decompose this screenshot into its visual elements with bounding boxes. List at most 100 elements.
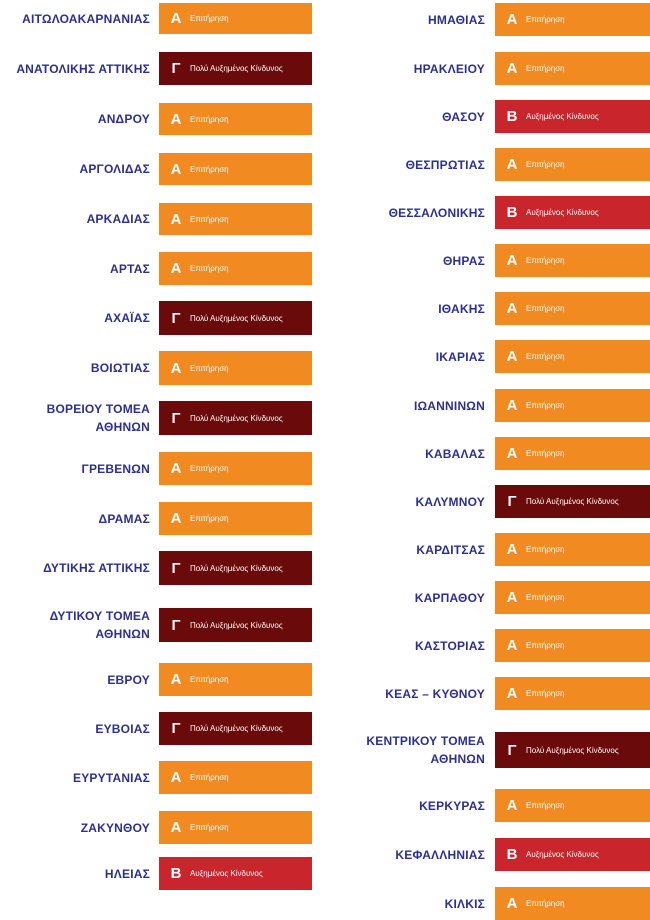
risk-level-badge: Α Επιτήρηση [159, 203, 312, 235]
region-row: ΑΙΤΩΛΟΑΚΑΡΝΑΝΙΑΣ Α Επιτήρηση [0, 3, 315, 34]
risk-level-badge: Α Επιτήρηση [495, 292, 650, 325]
region-row: ΚΙΛΚΙΣ Α Επιτήρηση [325, 887, 650, 920]
risk-level-label: Επιτήρηση [526, 593, 565, 602]
risk-level-letter: Α [506, 60, 518, 77]
risk-level-label: Επιτήρηση [526, 545, 565, 554]
risk-level-label: Πολύ Αυξημένος Κίνδυνος [526, 497, 619, 506]
risk-level-letter: Α [170, 769, 182, 786]
risk-level-label: Αυξημένος Κίνδυνος [526, 112, 599, 121]
risk-level-letter: Γ [171, 409, 181, 427]
risk-level-badge: Α Επιτήρηση [159, 252, 312, 285]
region-name: ΑΧΑΪΑΣ [104, 311, 150, 325]
risk-level-label: Πολύ Αυξημένος Κίνδυνος [190, 313, 283, 323]
region-row: ΑΡΤΑΣ Α Επιτήρηση [0, 252, 315, 285]
region-name: ΓΡΕΒΕΝΩΝ [81, 461, 150, 476]
risk-level-label: Επιτήρηση [526, 449, 565, 458]
risk-level-badge: Α Επιτήρηση [495, 629, 650, 662]
risk-level-letter: Α [170, 160, 182, 178]
risk-level-label: Επιτήρηση [526, 64, 565, 73]
risk-level-label: Επιτήρηση [190, 114, 229, 124]
region-name: ΖΑΚΥΝΘΟΥ [80, 820, 150, 835]
risk-level-badge: Β Αυξημένος Κίνδυνος [159, 857, 312, 890]
risk-level-label: Επιτήρηση [526, 304, 565, 313]
region-name: ΚΕΝΤΡΙΚΟΥ ΤΟΜΕΑ ΑΘΗΝΩΝ [366, 734, 485, 766]
risk-level-letter: Β [506, 846, 518, 863]
risk-level-letter: Α [170, 210, 182, 228]
risk-level-label: Επιτήρηση [190, 214, 229, 224]
region-name: ΔΡΑΜΑΣ [98, 511, 150, 526]
risk-level-label: Επιτήρηση [526, 352, 565, 361]
region-name: ΙΩΑΝΝΙΝΩΝ [413, 398, 485, 413]
risk-level-letter: Α [170, 819, 182, 836]
region-row: ΙΩΑΝΝΙΝΩΝ Α Επιτήρηση [325, 389, 650, 422]
region-name: ΗΛΕΙΑΣ [104, 866, 150, 881]
region-row: ΕΥΒΟΙΑΣ Γ Πολύ Αυξημένος Κίνδυνος [0, 712, 315, 745]
region-row: ΕΒΡΟΥ Α Επιτήρηση [0, 663, 315, 696]
region-name: ΕΥΒΟΙΑΣ [95, 721, 150, 736]
region-name: ΑΡΚΑΔΙΑΣ [86, 212, 150, 226]
region-name: ΚΑΡΠΑΘΟΥ [414, 590, 485, 605]
risk-level-letter: Α [170, 260, 182, 277]
region-name: ΚΕΑΣ – ΚΥΘΝΟΥ [385, 686, 485, 701]
region-row: ΘΕΣΣΑΛΟΝΙΚΗΣ Β Αυξημένος Κίνδυνος [325, 196, 650, 229]
risk-level-label: Επιτήρηση [190, 164, 229, 174]
risk-level-label: Επιτήρηση [190, 14, 229, 23]
risk-level-badge: Α Επιτήρηση [159, 3, 312, 34]
region-row: ΒΟΡΕΙΟΥ ΤΟΜΕΑ ΑΘΗΝΩΝ Γ Πολύ Αυξημένος Κίνδ… [0, 401, 315, 435]
region-row: ΗΜΑΘΙΑΣ Α Επιτήρηση [325, 3, 650, 36]
region-name: ΘΕΣΠΡΩΤΙΑΣ [405, 157, 485, 172]
region-name: ΚΑΡΔΙΤΣΑΣ [416, 542, 485, 557]
risk-level-badge: Α Επιτήρηση [159, 351, 312, 385]
risk-level-label: Επιτήρηση [526, 256, 565, 265]
risk-level-badge: Γ Πολύ Αυξημένος Κίνδυνος [159, 401, 312, 435]
risk-level-badge: Α Επιτήρηση [495, 677, 650, 710]
risk-level-label: Αυξημένος Κίνδυνος [526, 850, 599, 859]
risk-level-letter: Γ [507, 741, 517, 759]
risk-level-letter: Α [506, 397, 518, 414]
region-name: ΑΝΑΤΟΛΙΚΗΣ ΑΤΤΙΚΗΣ [16, 61, 150, 76]
risk-level-letter: Α [506, 300, 518, 317]
region-row: ΘΕΣΠΡΩΤΙΑΣ Α Επιτήρηση [325, 148, 650, 181]
risk-level-letter: Α [170, 10, 182, 27]
risk-level-label: Επιτήρηση [190, 773, 229, 782]
risk-level-badge: Β Αυξημένος Κίνδυνος [495, 100, 650, 133]
risk-level-letter: Α [170, 510, 182, 527]
risk-level-badge: Α Επιτήρηση [159, 811, 312, 844]
risk-level-label: Επιτήρηση [190, 363, 229, 373]
risk-level-badge: Γ Πολύ Αυξημένος Κίνδυνος [159, 712, 312, 745]
risk-level-letter: Α [506, 589, 518, 606]
risk-level-badge: Α Επιτήρηση [495, 437, 650, 470]
risk-level-label: Επιτήρηση [190, 264, 229, 273]
region-name: ΚΑΣΤΟΡΙΑΣ [415, 638, 485, 653]
risk-level-badge: Α Επιτήρηση [495, 533, 650, 566]
risk-level-badge: Γ Πολύ Αυξημένος Κίνδυνος [495, 485, 650, 518]
risk-level-label: Πολύ Αυξημένος Κίνδυνος [526, 745, 619, 755]
region-row: ΑΝΑΤΟΛΙΚΗΣ ΑΤΤΙΚΗΣ Γ Πολύ Αυξημένος Κίνδυν… [0, 52, 315, 85]
region-name: ΒΟΡΕΙΟΥ ΤΟΜΕΑ ΑΘΗΝΩΝ [46, 402, 150, 434]
region-row: ΔΥΤΙΚΗΣ ΑΤΤΙΚΗΣ Γ Πολύ Αυξημένος Κίνδυνος [0, 551, 315, 585]
risk-level-letter: Γ [171, 616, 181, 634]
region-name: ΘΕΣΣΑΛΟΝΙΚΗΣ [388, 205, 485, 220]
risk-level-label: Επιτήρηση [526, 15, 565, 24]
risk-level-letter: Α [506, 685, 518, 702]
risk-level-label: Επιτήρηση [526, 160, 565, 169]
risk-level-badge: Α Επιτήρηση [495, 887, 650, 920]
left-region-column: ΑΙΤΩΛΟΑΚΑΡΝΑΝΙΑΣ Α Επιτήρηση ΑΝΑΤΟΛΙΚΗΣ ΑΤΤ… [0, 0, 315, 920]
region-row: ΘΗΡΑΣ Α Επιτήρηση [325, 244, 650, 277]
region-row: ΚΕΦΑΛΛΗΝΙΑΣ Β Αυξημένος Κίνδυνος [325, 838, 650, 871]
risk-level-badge: Γ Πολύ Αυξημένος Κίνδυνος [159, 551, 312, 585]
risk-level-label: Πολύ Αυξημένος Κίνδυνος [190, 724, 283, 733]
risk-level-label: Επιτήρηση [526, 689, 565, 698]
risk-level-badge: Α Επιτήρηση [495, 52, 650, 85]
risk-level-badge: Α Επιτήρηση [495, 789, 650, 822]
region-row: ΔΡΑΜΑΣ Α Επιτήρηση [0, 502, 315, 535]
risk-level-badge: Α Επιτήρηση [495, 3, 650, 36]
risk-level-badge: Γ Πολύ Αυξημένος Κίνδυνος [159, 52, 312, 85]
risk-level-badge: Γ Πολύ Αυξημένος Κίνδυνος [495, 732, 650, 768]
risk-level-letter: Α [506, 637, 518, 654]
region-name: ΗΜΑΘΙΑΣ [428, 12, 485, 27]
right-region-column: ΗΜΑΘΙΑΣ Α Επιτήρηση ΗΡΑΚΛΕΙΟΥ Α Επιτήρηση ΘΑΣΟ… [325, 0, 650, 920]
region-row: ΗΛΕΙΑΣ Β Αυξημένος Κίνδυνος [0, 857, 315, 890]
risk-level-badge: Α Επιτήρηση [159, 103, 312, 135]
risk-level-letter: Α [506, 252, 518, 269]
